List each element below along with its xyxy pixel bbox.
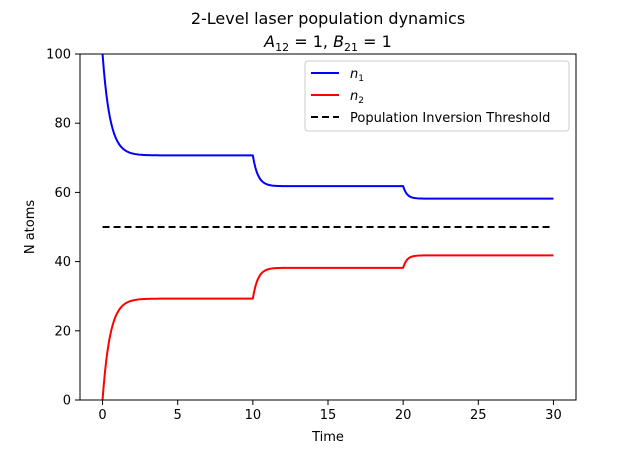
subtitle-b-sub: 21 [344, 41, 358, 54]
legend-label-n1: n1 [350, 67, 364, 84]
legend-box [304, 60, 570, 132]
subtitle-b-value: = 1 [358, 32, 392, 51]
y-tick-label: 80 [54, 117, 71, 132]
x-tick-label: 20 [395, 408, 412, 423]
x-axis-label: Time [311, 430, 344, 445]
legend: n1 n2 Population Inversion Threshold [304, 60, 570, 132]
x-tick-label: 10 [245, 408, 262, 423]
chart-subtitle: A12 = 1, B21 = 1 [263, 32, 392, 54]
series-n1-line [101, 53, 554, 200]
legend-n1-symbol: n [350, 67, 358, 82]
x-tick-label: 5 [174, 408, 182, 423]
y-tick-label: 0 [63, 394, 71, 409]
x-tick-label: 30 [545, 408, 562, 423]
y-tick-label: 40 [54, 255, 71, 270]
series-layer [101, 53, 554, 401]
subtitle-a-symbol: A [263, 32, 275, 51]
chart-title: 2-Level laser population dynamics [191, 9, 465, 28]
y-axis: 0 20 40 60 80 100 [46, 48, 80, 409]
subtitle-a-sub: 12 [275, 41, 289, 54]
legend-n2-sub: 2 [358, 96, 364, 106]
legend-label-n2: n2 [350, 89, 364, 106]
y-axis-label: N atoms [23, 200, 38, 255]
y-tick-label: 100 [46, 48, 71, 63]
x-tick-label: 15 [320, 408, 337, 423]
legend-label-threshold: Population Inversion Threshold [350, 111, 550, 126]
x-tick-label: 25 [470, 408, 487, 423]
y-tick-label: 20 [54, 324, 71, 339]
subtitle-b-symbol: B [333, 32, 344, 51]
subtitle-a-value: = 1, [289, 32, 333, 51]
y-tick-label: 60 [54, 186, 71, 201]
legend-n1-sub: 1 [358, 74, 364, 84]
series-n2-line [101, 254, 554, 401]
legend-n2-symbol: n [350, 89, 358, 104]
x-tick-label: 0 [98, 408, 106, 423]
x-axis: 0 5 10 15 20 25 30 [98, 400, 562, 423]
